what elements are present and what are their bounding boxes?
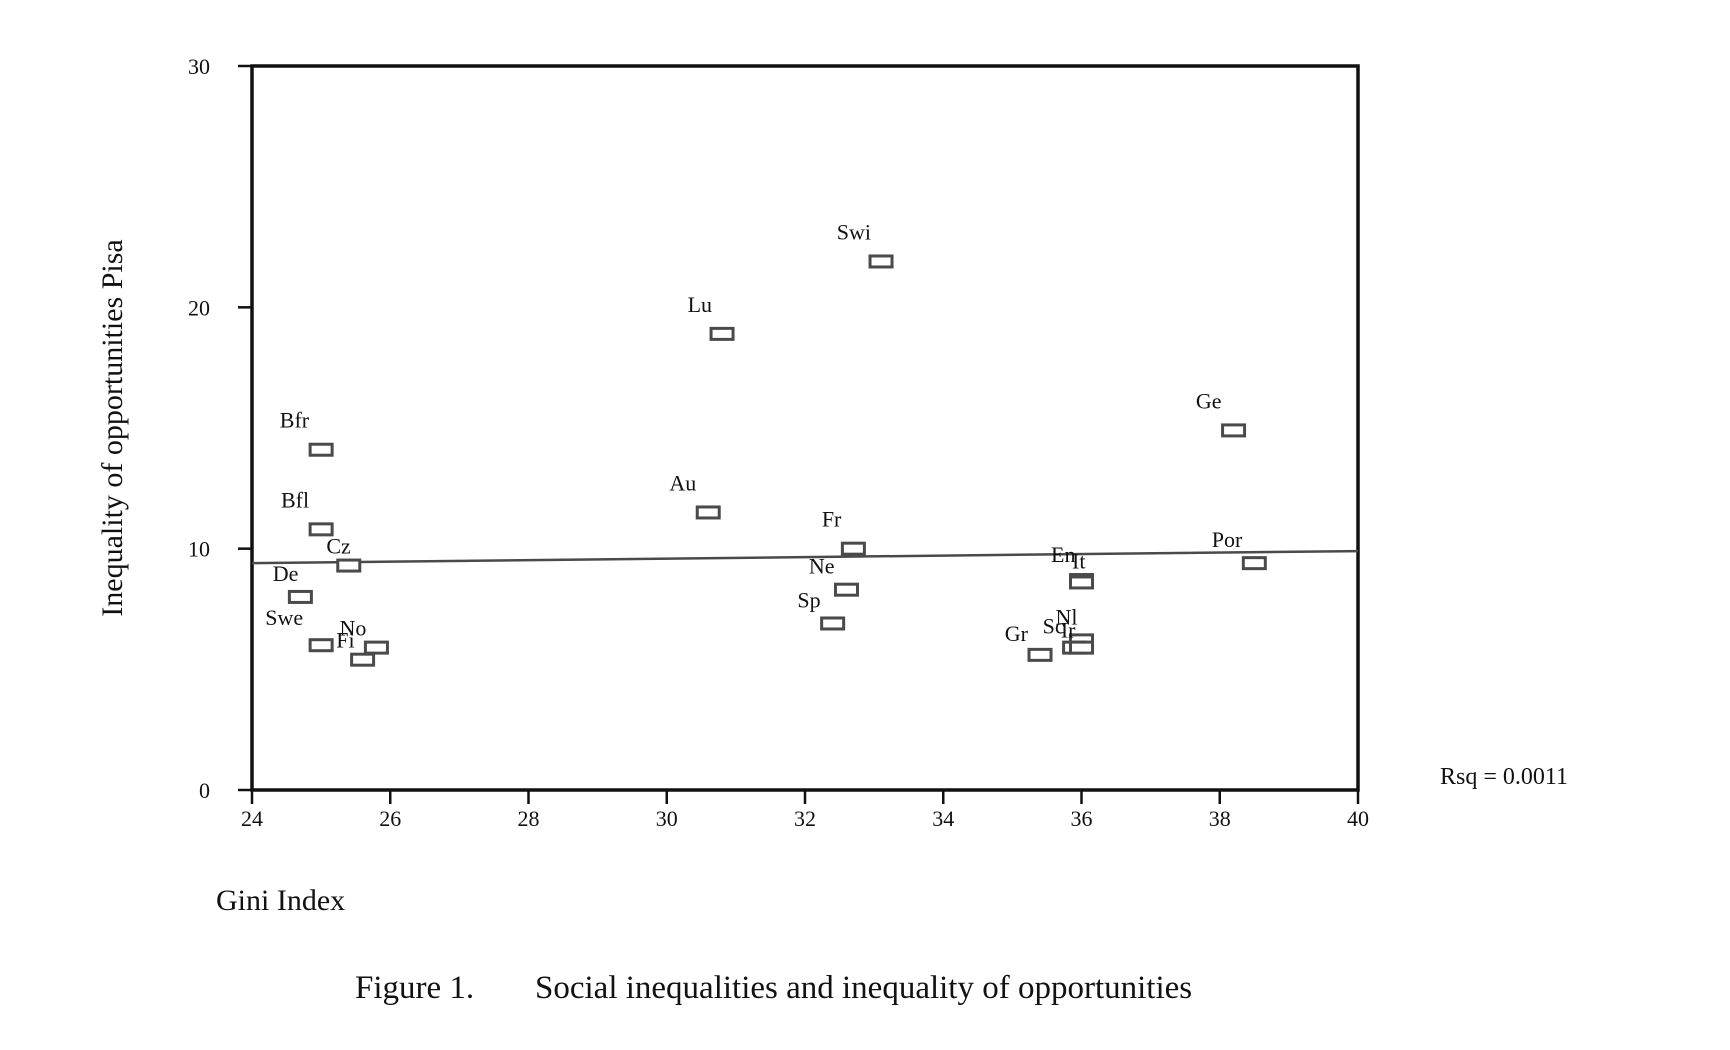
data-point-marker bbox=[840, 541, 866, 556]
data-point-marker bbox=[695, 505, 721, 520]
data-points bbox=[287, 254, 1267, 667]
x-axis-title: Gini Index bbox=[216, 884, 345, 917]
regression-line bbox=[251, 549, 1359, 565]
data-point-marker bbox=[336, 558, 362, 573]
data-point-label: Nl bbox=[1056, 604, 1078, 629]
figure-caption: Figure 1. Social inequalities and inequa… bbox=[355, 970, 1192, 1006]
data-point-marker bbox=[350, 652, 376, 667]
y-tick-label: 20 bbox=[188, 295, 210, 320]
x-tick-label: 36 bbox=[1071, 806, 1093, 831]
x-tick-label: 24 bbox=[241, 806, 263, 831]
data-point-label: Swi bbox=[837, 219, 871, 244]
y-axis-title: Inequality of opportunities Pisa bbox=[96, 239, 129, 616]
data-point-marker bbox=[363, 640, 389, 655]
data-point-label: Ne bbox=[809, 554, 835, 579]
data-point-label: Bfl bbox=[281, 487, 309, 512]
data-point-label: Fr bbox=[822, 507, 842, 532]
x-tick-label: 28 bbox=[518, 806, 540, 831]
x-axis-ticks: 24 26 28 30 32 34 36 38 40 bbox=[241, 790, 1369, 831]
figure-number: Figure 1. bbox=[355, 970, 474, 1006]
x-tick-label: 40 bbox=[1347, 806, 1369, 831]
data-point-marker bbox=[709, 326, 735, 341]
data-point-label: Ge bbox=[1196, 388, 1222, 413]
data-point-marker bbox=[308, 638, 334, 653]
data-point-marker bbox=[868, 254, 894, 269]
data-point-label: Sp bbox=[797, 587, 820, 612]
data-point-label: Bfr bbox=[280, 408, 310, 433]
data-point-marker bbox=[1069, 575, 1094, 590]
data-point-marker bbox=[1027, 647, 1053, 662]
y-axis-ticks: 0 10 20 30 bbox=[188, 54, 252, 803]
y-tick-label: 0 bbox=[199, 778, 210, 803]
x-tick-label: 34 bbox=[932, 806, 954, 831]
data-point-label: It bbox=[1072, 548, 1085, 573]
data-point-marker bbox=[287, 589, 313, 604]
data-point-label: Swe bbox=[265, 605, 303, 630]
data-point-label: De bbox=[273, 561, 299, 586]
x-tick-label: 32 bbox=[794, 806, 816, 831]
y-tick-label: 10 bbox=[188, 537, 210, 562]
figure-caption-title: Social inequalities and inequality of op… bbox=[535, 970, 1192, 1006]
data-point-label: Por bbox=[1212, 527, 1243, 552]
rsq-annotation: Rsq = 0.0011 bbox=[1440, 764, 1568, 790]
data-point-label: Lu bbox=[688, 292, 712, 317]
data-point-label: Gr bbox=[1005, 621, 1029, 646]
data-point-label: Au bbox=[669, 470, 696, 495]
data-point-label: Sc bbox=[1043, 614, 1065, 639]
data-point-label: Fi bbox=[336, 628, 354, 653]
x-tick-label: 38 bbox=[1209, 806, 1231, 831]
data-point-marker bbox=[1221, 423, 1247, 438]
data-point-marker bbox=[308, 522, 334, 537]
data-point-label: Cz bbox=[326, 534, 351, 559]
data-point-label: No bbox=[340, 616, 367, 641]
y-tick-label: 30 bbox=[188, 54, 210, 79]
data-point-label: Ir bbox=[1061, 618, 1076, 643]
data-point-marker bbox=[833, 582, 859, 597]
data-point-marker bbox=[1069, 640, 1094, 655]
plot-frame bbox=[250, 64, 1360, 792]
x-tick-label: 26 bbox=[379, 806, 401, 831]
x-tick-label: 30 bbox=[656, 806, 678, 831]
data-point-marker bbox=[308, 442, 334, 457]
data-point-label: En bbox=[1051, 542, 1075, 567]
data-point-marker bbox=[820, 616, 846, 631]
data-point-marker bbox=[1241, 556, 1267, 571]
